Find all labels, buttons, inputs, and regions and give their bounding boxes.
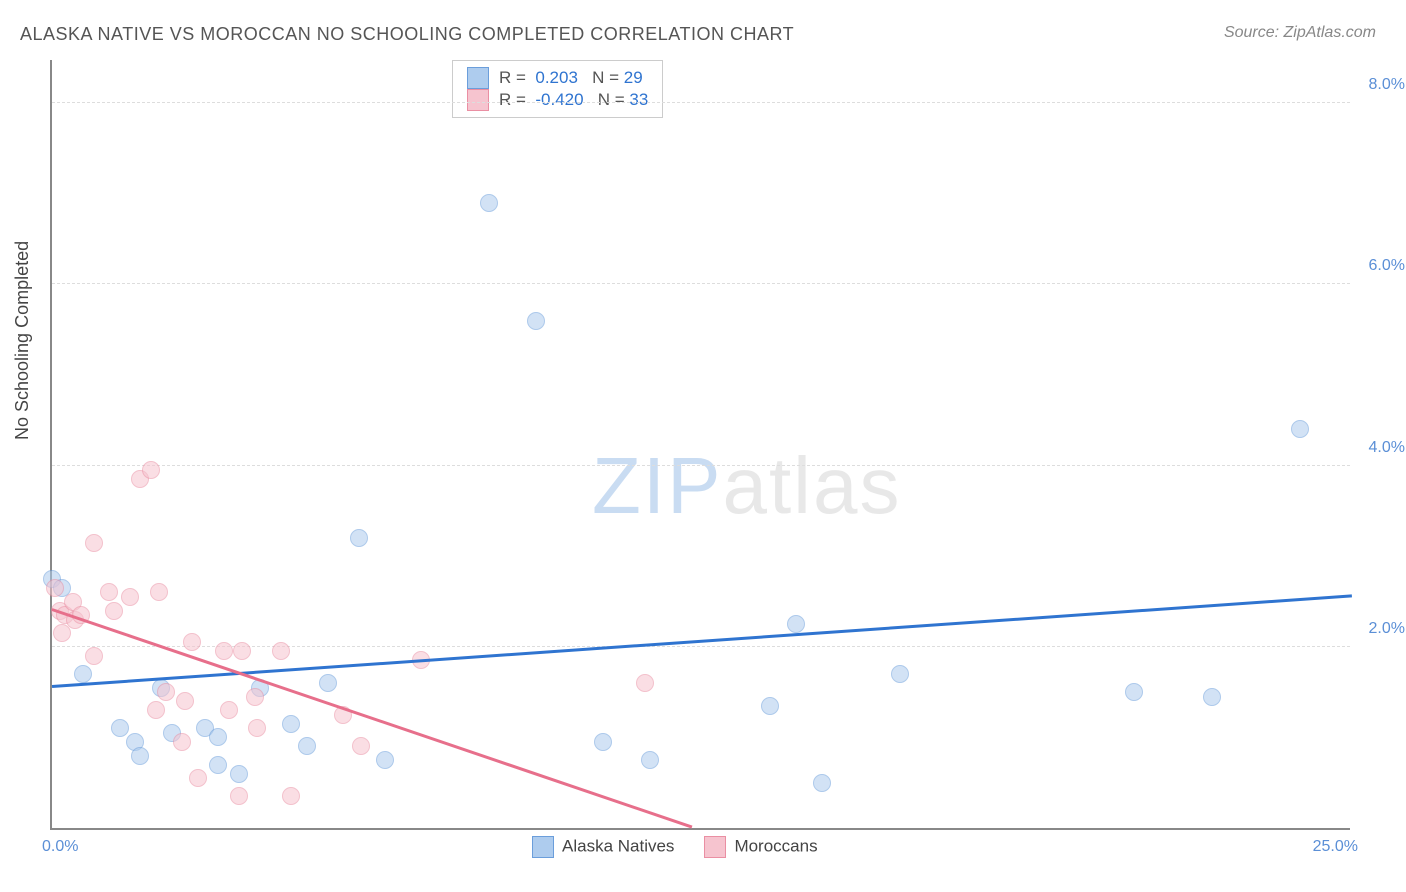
data-point (209, 728, 227, 746)
legend-stats: R = -0.420 N = 33 (499, 90, 648, 110)
data-point (298, 737, 316, 755)
legend-label: Moroccans (734, 836, 817, 855)
data-point (480, 194, 498, 212)
trend-line (52, 608, 692, 828)
data-point (173, 733, 191, 751)
data-point (636, 674, 654, 692)
y-axis-label: No Schooling Completed (12, 241, 33, 440)
legend-swatch (704, 836, 726, 858)
watermark: ZIPatlas (592, 440, 901, 532)
data-point (641, 751, 659, 769)
legend-swatch (532, 836, 554, 858)
legend-label: Alaska Natives (562, 836, 674, 855)
data-point (352, 737, 370, 755)
data-point (230, 765, 248, 783)
scatter-plot: ZIPatlas R = 0.203 N = 29R = -0.420 N = … (50, 60, 1350, 830)
data-point (891, 665, 909, 683)
data-point (131, 747, 149, 765)
legend-swatch (467, 67, 489, 89)
data-point (74, 665, 92, 683)
data-point (85, 647, 103, 665)
data-point (282, 787, 300, 805)
data-point (85, 534, 103, 552)
watermark-zip: ZIP (592, 441, 722, 530)
data-point (1125, 683, 1143, 701)
data-point (233, 642, 251, 660)
watermark-atlas: atlas (722, 441, 901, 530)
data-point (527, 312, 545, 330)
x-tick-label: 25.0% (1313, 838, 1358, 856)
data-point (319, 674, 337, 692)
data-point (209, 756, 227, 774)
x-tick-label: 0.0% (42, 838, 78, 856)
data-point (761, 697, 779, 715)
data-point (150, 583, 168, 601)
data-point (813, 774, 831, 792)
data-point (246, 688, 264, 706)
data-point (1203, 688, 1221, 706)
gridline (52, 465, 1350, 466)
legend-row: R = 0.203 N = 29 (467, 67, 648, 89)
legend-item: Moroccans (704, 836, 817, 858)
gridline (52, 283, 1350, 284)
legend-stats: R = 0.203 N = 29 (499, 68, 643, 88)
y-tick-label: 8.0% (1369, 76, 1405, 94)
correlation-legend: R = 0.203 N = 29R = -0.420 N = 33 (452, 60, 663, 118)
data-point (787, 615, 805, 633)
y-tick-label: 2.0% (1369, 620, 1405, 638)
data-point (594, 733, 612, 751)
data-point (111, 719, 129, 737)
data-point (100, 583, 118, 601)
data-point (376, 751, 394, 769)
data-point (53, 624, 71, 642)
data-point (272, 642, 290, 660)
data-point (147, 701, 165, 719)
source-attribution: Source: ZipAtlas.com (1224, 24, 1376, 42)
data-point (230, 787, 248, 805)
legend-swatch (467, 89, 489, 111)
data-point (176, 692, 194, 710)
data-point (46, 579, 64, 597)
data-point (282, 715, 300, 733)
data-point (142, 461, 160, 479)
gridline (52, 102, 1350, 103)
data-point (157, 683, 175, 701)
legend-item: Alaska Natives (532, 836, 674, 858)
legend-row: R = -0.420 N = 33 (467, 89, 648, 111)
chart-title: ALASKA NATIVE VS MOROCCAN NO SCHOOLING C… (20, 24, 794, 45)
data-point (183, 633, 201, 651)
y-tick-label: 6.0% (1369, 257, 1405, 275)
data-point (1291, 420, 1309, 438)
data-point (105, 602, 123, 620)
y-tick-label: 4.0% (1369, 439, 1405, 457)
data-point (121, 588, 139, 606)
data-point (215, 642, 233, 660)
data-point (248, 719, 266, 737)
data-point (220, 701, 238, 719)
data-point (350, 529, 368, 547)
data-point (189, 769, 207, 787)
series-legend: Alaska Natives Moroccans (532, 836, 818, 858)
